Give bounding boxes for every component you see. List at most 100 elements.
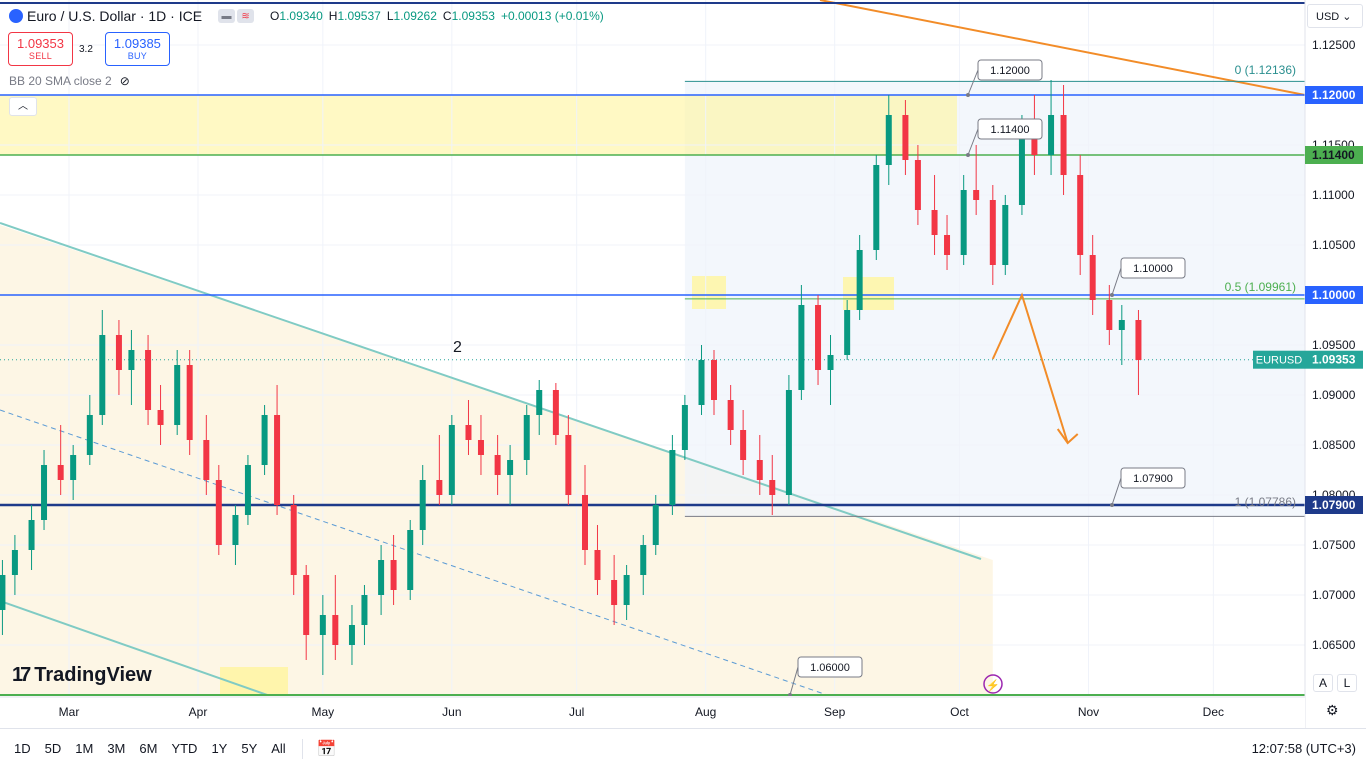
auto-scale-button[interactable]: A: [1313, 674, 1333, 692]
candle-body: [1118, 320, 1125, 330]
callout-110000-text: 1.10000: [1133, 263, 1173, 275]
candle-body: [145, 350, 152, 410]
time-tick: Aug: [695, 705, 716, 719]
candle-body: [523, 415, 530, 460]
candle-body: [1077, 175, 1084, 255]
candle-body: [756, 460, 763, 480]
calendar-icon[interactable]: 📅: [316, 740, 337, 758]
candle-body: [0, 575, 6, 610]
resistance-zone: [0, 95, 957, 155]
range-3m[interactable]: 3M: [107, 741, 126, 756]
callout-107900-box: [1120, 467, 1186, 489]
badge-last-text: 1.09353: [1312, 353, 1356, 367]
candle-body: [582, 495, 588, 550]
callout-112000-leader: [967, 69, 979, 96]
callout-111400-text: 1.11400: [991, 124, 1030, 136]
candle-body: [827, 355, 834, 370]
fib-label-0: 0 (1.12136): [1235, 63, 1296, 77]
low-value: 1.09262: [393, 9, 437, 23]
candle-body: [290, 505, 297, 575]
highlight-box-aug: [692, 276, 726, 309]
candle-body: [536, 390, 543, 415]
indicator-legend[interactable]: BB 20 SMA close 2 ⊘: [9, 74, 130, 88]
collapse-legend-button[interactable]: ︿: [9, 97, 37, 116]
price-tick: 1.06500: [1312, 638, 1356, 652]
callout-112000-box: [977, 59, 1043, 81]
range-1d[interactable]: 1D: [14, 741, 31, 756]
candle-body: [319, 615, 326, 635]
range-1y[interactable]: 1Y: [211, 741, 228, 756]
lightning-icon[interactable]: [983, 674, 1003, 694]
bottom-toolbar: 1D 5D 1M 3M 6M YTD 1Y 5Y All 📅 12:07:58 (UTC+3): [0, 728, 1366, 768]
high-value: 1.09537: [337, 9, 381, 23]
candle-body: [873, 165, 880, 250]
buy-button[interactable]: 1.09385 BUY: [104, 32, 170, 66]
time-tick: Mar: [59, 705, 80, 719]
sell-button[interactable]: 1.09353 SELL: [8, 32, 73, 66]
range-6m[interactable]: 6M: [139, 741, 158, 756]
badge-110000-bg: [1305, 286, 1363, 304]
eye-hidden-icon[interactable]: ⊘: [119, 74, 130, 88]
callout-111400-box: [977, 118, 1043, 140]
time-tick: Apr: [189, 705, 208, 719]
symbol-title[interactable]: Euro / U.S. Dollar · 1D · ICE: [27, 8, 203, 24]
time-axis-bg: [0, 696, 1305, 728]
range-ytd[interactable]: YTD: [171, 741, 198, 756]
symbol-tag: EURUSD: [1256, 355, 1303, 367]
time-tick: Nov: [1078, 705, 1099, 719]
range-5y[interactable]: 5Y: [241, 741, 258, 756]
candle-body: [1018, 135, 1025, 205]
candle-body: [390, 560, 397, 590]
price-tick: 1.11000: [1312, 188, 1355, 202]
candle-body: [931, 210, 938, 235]
price-chart[interactable]: 2 1.12000 1.11400 1.10000 1.07900 1.06000 0 (1…: [0, 0, 1366, 728]
range-5d[interactable]: 5D: [44, 741, 62, 756]
candle-body: [261, 415, 268, 465]
high-label: H: [328, 9, 338, 23]
candle-body: [215, 480, 222, 545]
candle-body: [652, 505, 659, 545]
candle-body: [681, 405, 688, 450]
price-tick: 1.09000: [1312, 388, 1356, 402]
price-tick: 1.10500: [1312, 238, 1356, 252]
candle-body: [28, 520, 35, 550]
sell-label: SELL: [28, 51, 53, 61]
log-scale-button[interactable]: L: [1337, 674, 1357, 692]
forecast-arrow: [991, 292, 1069, 444]
buy-price: 1.09385: [113, 36, 161, 51]
range-all[interactable]: All: [271, 741, 286, 756]
buy-label: BUY: [127, 51, 148, 61]
candle-body: [989, 200, 996, 265]
badge-111400-text: 1.11400: [1312, 148, 1355, 162]
trade-panel: 1.09353 SELL 3.2 1.09385 BUY: [8, 32, 170, 66]
callout-111400-dot: [966, 153, 970, 157]
tradingview-logo[interactable]: 17 TradingView: [12, 664, 152, 687]
clock[interactable]: 12:07:58 (UTC+3): [1251, 741, 1356, 756]
open-value: 1.09340: [279, 9, 323, 23]
candle-body: [944, 235, 951, 255]
candle-body: [232, 515, 239, 545]
currency-select[interactable]: USD ⌄: [1307, 4, 1363, 28]
candle-body: [727, 400, 734, 430]
callout-107900-dot: [1110, 503, 1114, 507]
candle-body: [902, 115, 909, 160]
change-value: +0.00013 (+0.01%): [500, 9, 604, 23]
settings-gear-icon[interactable]: ⚙: [1326, 702, 1339, 718]
badge-112000-bg: [1305, 86, 1363, 104]
candle-body: [740, 430, 747, 460]
collapse-icon[interactable]: ▬: [218, 9, 236, 23]
callout-111400-leader: [967, 128, 979, 156]
callout-107900-text: 1.07900: [1133, 473, 1173, 485]
callout-106000-box: [797, 656, 863, 678]
compare-icon[interactable]: ≋: [237, 9, 255, 23]
candle-body: [99, 335, 106, 415]
candle-body: [844, 310, 851, 355]
callout-106000-leader: [789, 666, 799, 696]
time-tick: Jul: [569, 705, 584, 719]
callout-110000-box: [1120, 257, 1186, 279]
range-1m[interactable]: 1M: [75, 741, 94, 756]
candle-body: [128, 350, 135, 370]
price-tick: 1.08500: [1312, 438, 1356, 452]
candle-body: [669, 450, 676, 505]
price-tick: 1.09500: [1312, 338, 1356, 352]
